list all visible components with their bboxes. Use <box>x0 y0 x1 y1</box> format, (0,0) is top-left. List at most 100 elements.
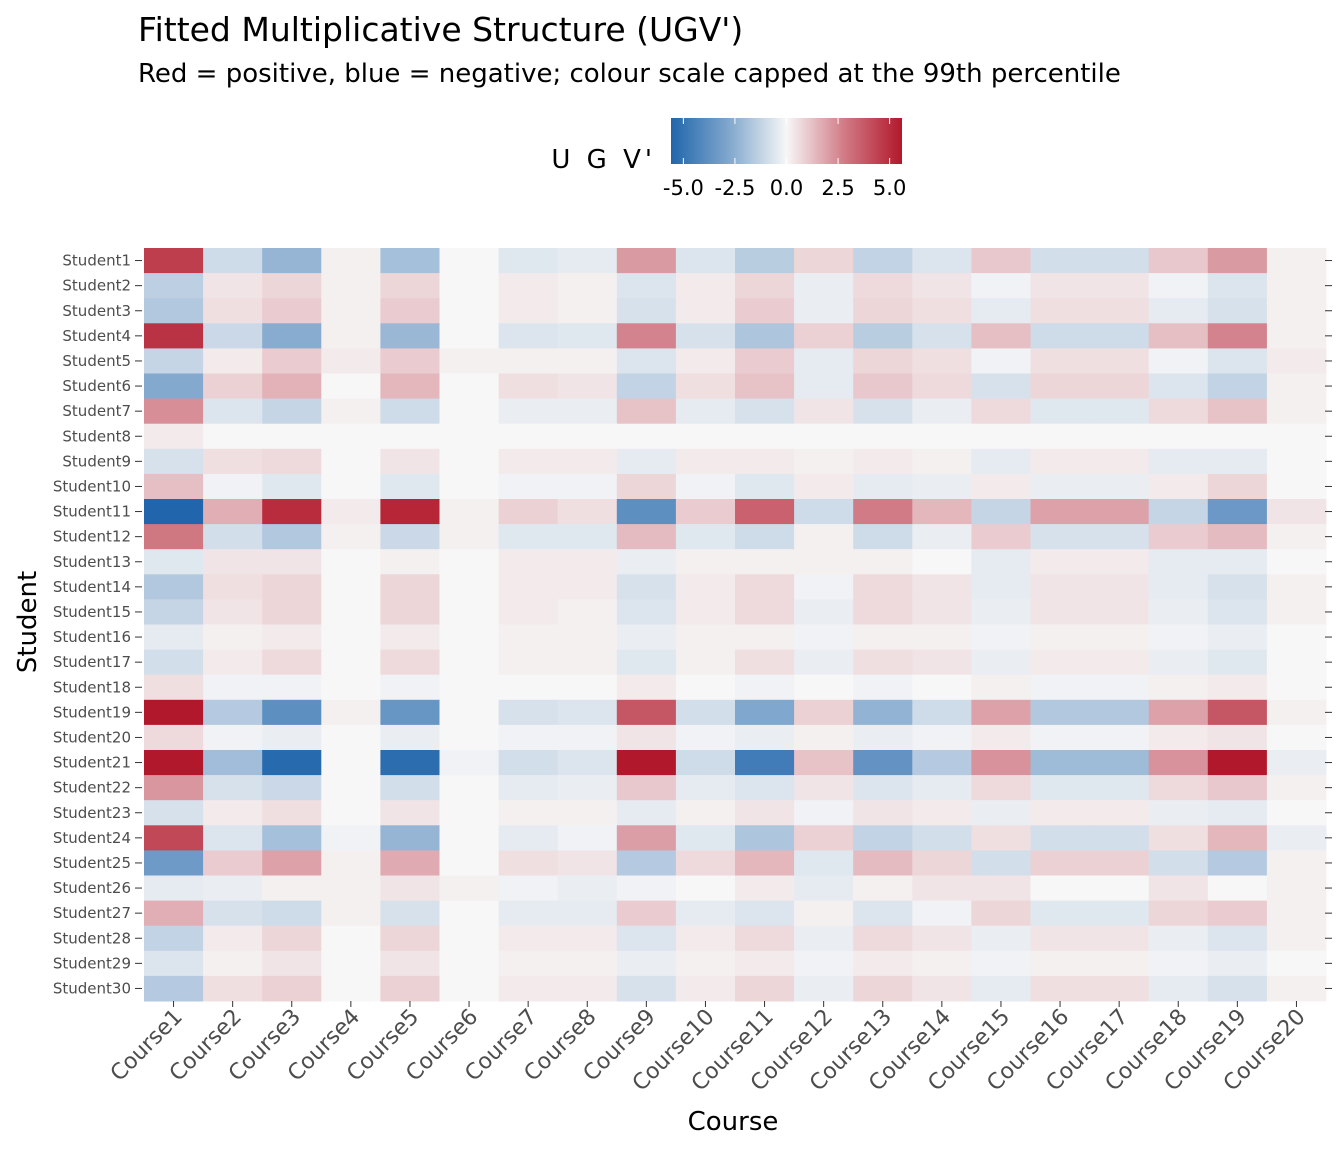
heatmap-cell <box>262 674 322 701</box>
heatmap-cell <box>321 298 381 324</box>
heatmap-cell <box>380 624 440 651</box>
heatmap-cell <box>262 699 322 726</box>
heatmap-cell <box>735 674 795 701</box>
heatmap-cell <box>1207 549 1268 575</box>
heatmap-cell <box>1089 649 1150 676</box>
heatmap-cell <box>971 473 1031 500</box>
heatmap-cell <box>853 599 913 625</box>
heatmap-cell <box>557 800 618 826</box>
heatmap-cell <box>675 298 736 324</box>
heatmap-cell <box>1089 298 1150 324</box>
heatmap-cell <box>616 574 677 600</box>
heatmap-cell <box>675 599 736 625</box>
heatmap-cell <box>1266 473 1327 500</box>
heatmap-cell <box>1148 248 1209 274</box>
heatmap-cell <box>380 323 440 349</box>
heatmap-cell <box>262 775 322 801</box>
heatmap-cell <box>1089 724 1150 751</box>
heatmap-cell <box>144 298 204 324</box>
heatmap-cell <box>794 775 854 801</box>
heatmap-cell <box>675 775 736 801</box>
heatmap-cell <box>498 549 559 575</box>
heatmap-cell <box>675 649 736 676</box>
heatmap-cell <box>203 549 263 575</box>
heatmap-cell <box>1030 323 1091 349</box>
heatmap-cell <box>498 850 559 876</box>
heatmap-cell <box>794 925 854 952</box>
heatmap-cell <box>321 875 381 902</box>
heatmap-cell <box>1030 574 1091 600</box>
heatmap-cell <box>675 925 736 952</box>
heatmap-cell <box>1266 574 1327 600</box>
heatmap-cell <box>912 775 972 801</box>
heatmap-cell <box>616 423 677 450</box>
heatmap-cell <box>498 699 559 726</box>
y-tick-label: Student8 <box>62 427 131 445</box>
heatmap-cell <box>971 323 1031 349</box>
heatmap-cell <box>557 398 618 425</box>
heatmap-cell <box>1207 699 1268 726</box>
heatmap-cell <box>616 599 677 625</box>
heatmap-cell <box>616 649 677 676</box>
heatmap-cell <box>439 850 500 876</box>
heatmap-cell <box>794 900 854 927</box>
heatmap-cell <box>1030 524 1091 550</box>
heatmap-cell <box>144 373 204 400</box>
heatmap-cell <box>794 724 854 751</box>
heatmap-cell <box>1207 448 1268 475</box>
heatmap-cell <box>675 875 736 902</box>
heatmap-cell <box>912 599 972 625</box>
heatmap-cell <box>321 950 381 977</box>
y-tick-label: Student3 <box>62 302 131 320</box>
heatmap-cell <box>439 750 500 776</box>
heatmap-cell <box>1148 850 1209 876</box>
heatmap-cell <box>1148 423 1209 450</box>
heatmap-cell <box>1030 373 1091 400</box>
heatmap-cell <box>557 875 618 902</box>
heatmap-cell <box>1207 950 1268 977</box>
heatmap-cell <box>1266 248 1327 274</box>
heatmap-cell <box>557 624 618 651</box>
heatmap-cell <box>1089 473 1150 500</box>
heatmap-cell <box>1207 373 1268 400</box>
heatmap-cell <box>971 273 1031 299</box>
heatmap-cell <box>144 423 204 450</box>
heatmap-cell <box>1030 699 1091 726</box>
heatmap-cell <box>498 674 559 701</box>
heatmap-cell <box>1266 649 1327 676</box>
heatmap-cell <box>1207 398 1268 425</box>
heatmap-cell <box>735 875 795 902</box>
heatmap-cell <box>557 273 618 299</box>
heatmap-cell <box>735 800 795 826</box>
heatmap-cell <box>439 398 500 425</box>
heatmap-cell <box>1207 850 1268 876</box>
heatmap-cell <box>1148 649 1209 676</box>
heatmap-cell <box>1207 875 1268 902</box>
heatmap-cell <box>794 524 854 550</box>
heatmap-cell <box>1089 348 1150 374</box>
heatmap-cell <box>1207 473 1268 500</box>
heatmap-cell <box>1266 750 1327 776</box>
heatmap-cell <box>380 423 440 450</box>
heatmap-cell <box>853 649 913 676</box>
heatmap-cell <box>1089 825 1150 851</box>
heatmap-cell <box>971 448 1031 475</box>
heatmap-cell <box>144 624 204 651</box>
heatmap-cell <box>1148 323 1209 349</box>
heatmap-cell <box>912 674 972 701</box>
heatmap-cell <box>735 398 795 425</box>
heatmap-cell <box>1266 699 1327 726</box>
y-tick-label: Student22 <box>53 779 131 797</box>
heatmap-cell <box>439 775 500 801</box>
heatmap-cell <box>1148 348 1209 374</box>
heatmap-cell <box>144 724 204 751</box>
heatmap-cell <box>1266 549 1327 575</box>
heatmap-cell <box>1148 373 1209 400</box>
heatmap-cell <box>1266 298 1327 324</box>
heatmap-cell <box>912 624 972 651</box>
heatmap-cell <box>380 599 440 625</box>
heatmap-cell <box>616 775 677 801</box>
y-tick-label: Student12 <box>53 528 131 546</box>
heatmap-cell <box>971 800 1031 826</box>
heatmap-cell <box>557 473 618 500</box>
